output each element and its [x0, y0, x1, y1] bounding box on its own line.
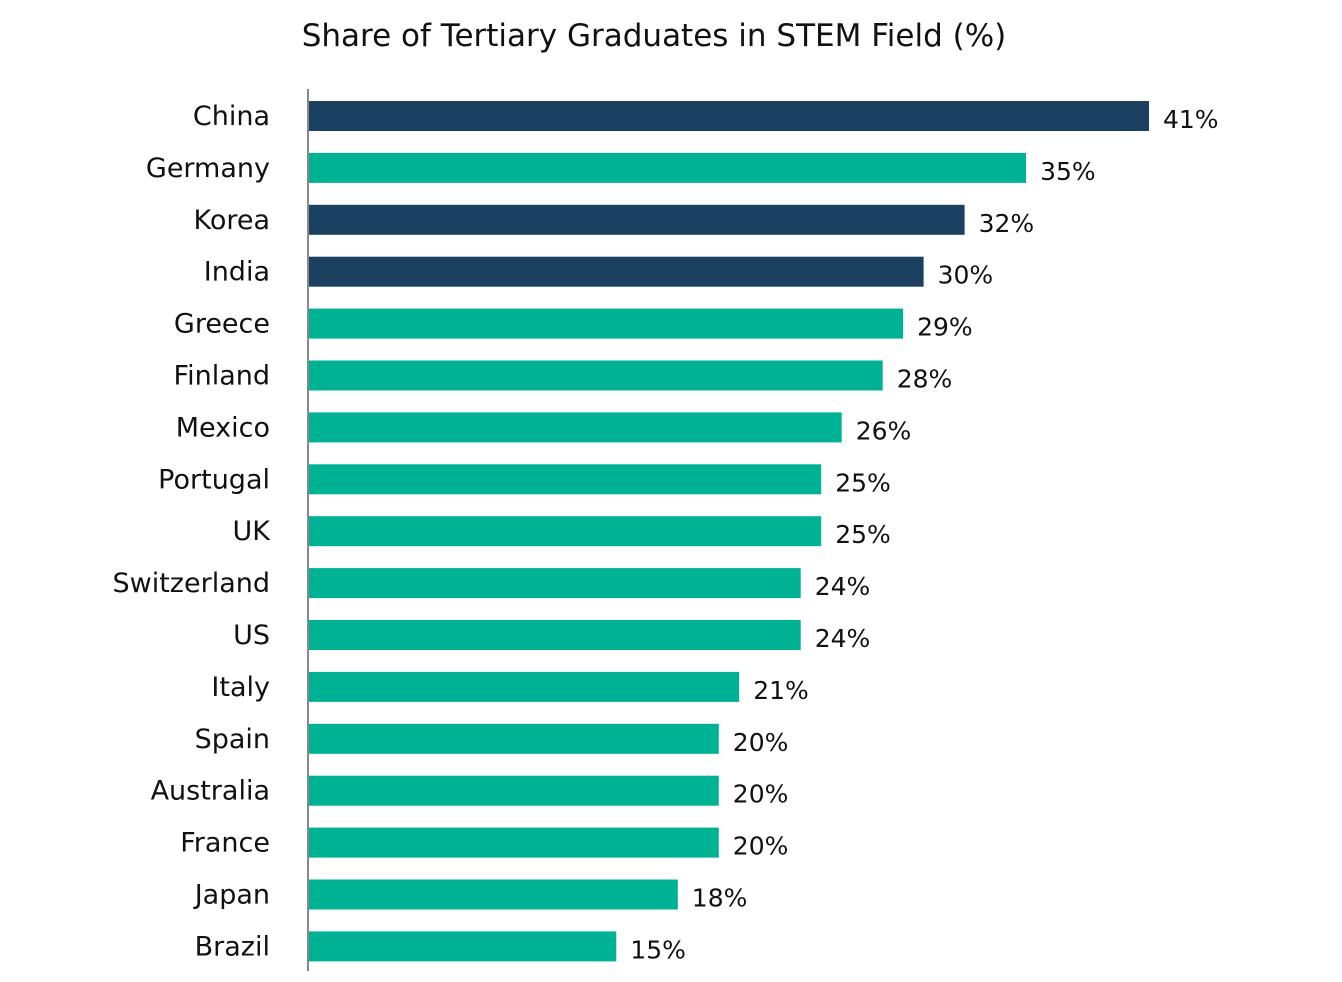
value-label-italy: 21% — [753, 676, 809, 705]
bar-portugal — [309, 464, 822, 495]
category-label-uk: UK — [233, 516, 272, 547]
category-label-germany: Germany — [146, 153, 270, 184]
bar-italy — [309, 671, 740, 702]
value-label-australia: 20% — [733, 780, 789, 809]
bar-spain — [309, 723, 719, 754]
bar-china — [309, 101, 1149, 131]
bars-group: China 41% Germany 35% Korea 32% India 30% Greece… — [113, 101, 1219, 964]
bar-brazil — [309, 931, 617, 962]
value-label-japan: 18% — [692, 884, 748, 913]
category-label-china: China — [193, 101, 270, 132]
bar-switzerland — [309, 568, 801, 599]
bar-india — [309, 256, 924, 287]
category-label-brazil: Brazil — [195, 931, 270, 962]
value-label-spain: 20% — [733, 728, 789, 757]
category-label-korea: Korea — [193, 205, 270, 236]
bar-finland — [309, 360, 883, 391]
chart-title: Share of Tertiary Graduates in STEM Fiel… — [302, 18, 1007, 54]
bar-us — [309, 620, 801, 650]
category-label-india: India — [204, 257, 270, 288]
category-label-portugal: Portugal — [158, 464, 270, 495]
category-label-greece: Greece — [174, 309, 270, 340]
bar-japan — [309, 879, 678, 910]
value-label-finland: 28% — [897, 365, 953, 394]
value-label-china: 41% — [1163, 105, 1219, 134]
value-label-uk: 25% — [835, 520, 891, 549]
value-label-france: 20% — [733, 832, 789, 861]
value-label-brazil: 15% — [630, 935, 686, 964]
value-label-mexico: 26% — [856, 416, 912, 445]
value-label-portugal: 25% — [835, 468, 891, 497]
bar-greece — [309, 308, 904, 339]
value-label-india: 30% — [938, 261, 994, 290]
bar-korea — [309, 204, 965, 235]
category-label-us: US — [233, 620, 270, 651]
category-label-australia: Australia — [151, 776, 270, 807]
value-label-switzerland: 24% — [815, 572, 871, 601]
category-label-mexico: Mexico — [176, 412, 270, 443]
category-label-italy: Italy — [211, 672, 270, 703]
value-label-us: 24% — [815, 624, 871, 653]
value-label-korea: 32% — [979, 209, 1035, 238]
value-label-greece: 29% — [917, 313, 973, 342]
category-label-spain: Spain — [195, 724, 270, 755]
bar-australia — [309, 775, 719, 806]
bar-mexico — [309, 412, 842, 443]
bar-france — [309, 827, 719, 858]
bar-germany — [309, 152, 1027, 183]
category-label-switzerland: Switzerland — [113, 568, 271, 599]
category-label-finland: Finland — [174, 361, 270, 392]
category-label-france: France — [180, 828, 270, 859]
category-label-japan: Japan — [193, 880, 270, 911]
bar-uk — [309, 516, 822, 547]
value-label-germany: 35% — [1040, 157, 1096, 186]
